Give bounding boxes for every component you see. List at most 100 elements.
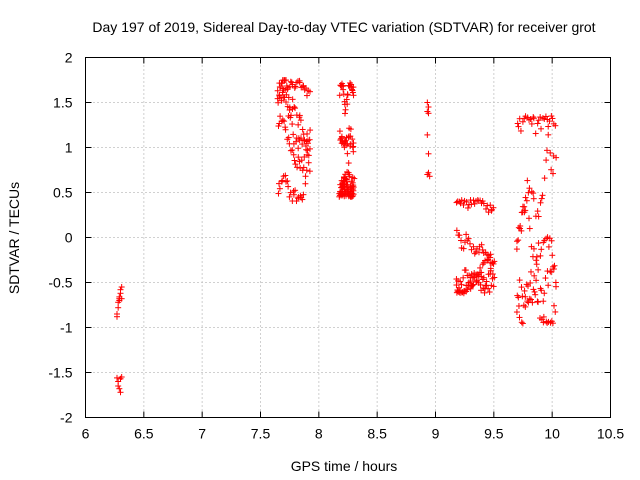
data-point [524,177,531,184]
data-point [469,282,476,289]
data-point [344,92,351,99]
data-point [458,197,465,204]
data-point [522,293,529,300]
data-point [344,181,351,188]
data-point [286,193,293,200]
data-point [534,208,541,215]
data-point [547,268,554,275]
data-point [542,275,549,282]
data-point [515,294,522,301]
data-point [530,195,537,202]
data-point [292,83,299,90]
data-point [552,122,559,129]
data-point [491,258,498,265]
data-point [537,199,544,206]
data-point [458,237,465,244]
data-point [349,174,356,181]
data-point [537,114,544,121]
data-point [538,125,545,132]
data-point [528,188,535,195]
y-axis-title: SDTVAR / TECUs [6,182,22,294]
data-point [282,126,289,133]
data-point [298,157,305,164]
data-point [473,278,480,285]
data-point [535,213,542,220]
data-point [522,303,529,310]
data-point [548,269,555,276]
data-point [533,277,540,284]
x-tick-label: 7.5 [251,426,271,442]
data-point [293,138,300,145]
data-point [294,164,301,171]
data-point [304,147,311,154]
data-point [534,298,541,305]
data-point [543,157,550,164]
data-point [464,204,471,211]
data-point [424,131,431,138]
data-point [546,118,553,125]
data-point [455,284,462,291]
data-point [118,284,125,290]
data-point [517,127,524,134]
data-point [280,87,287,94]
data-point [485,209,492,216]
data-point [477,197,484,204]
data-point [117,389,124,396]
data-point [535,240,542,247]
data-point [460,201,467,208]
data-point [485,252,492,259]
data-point [522,194,529,201]
data-point [283,77,290,84]
data-point [340,173,347,180]
data-point [487,270,494,277]
data-point [460,274,467,281]
data-point [291,157,298,164]
data-point [303,146,310,153]
data-point [282,172,289,179]
data-point [342,106,349,113]
data-point [285,183,292,190]
data-point [489,275,496,282]
data-point [300,164,307,171]
data-point [485,285,492,292]
data-point [465,279,472,286]
data-points [114,77,560,396]
data-point [548,166,555,173]
data-point [275,123,282,130]
grid-lines [85,57,611,418]
data-point [279,117,286,124]
data-point [338,133,345,140]
data-point [347,126,354,133]
data-point [477,281,484,288]
data-point [530,115,537,122]
data-point [296,112,303,119]
data-point [545,282,552,289]
data-point [475,249,482,256]
data-point [490,260,497,267]
x-tick-label: 9.5 [484,426,504,442]
x-tick-label: 6 [82,426,90,442]
data-point [299,83,306,90]
data-point [516,314,523,321]
y-tick-label: 0.5 [53,185,73,201]
data-point [115,383,122,389]
data-point [289,96,296,103]
data-point [531,272,538,279]
data-point [279,177,286,184]
x-axis-title: GPS time / hours [291,458,398,474]
y-tick-label: 1.5 [53,95,73,111]
data-point [284,177,291,184]
data-point [525,215,532,222]
data-point [292,161,299,168]
data-point [534,120,541,127]
data-point [468,201,475,208]
data-point [541,175,548,182]
data-point [517,225,524,232]
data-point [292,105,299,112]
data-point [530,190,537,197]
data-point [276,92,283,99]
data-point [553,154,560,161]
data-point [290,151,297,158]
data-point [540,319,547,326]
data-point [547,149,554,156]
